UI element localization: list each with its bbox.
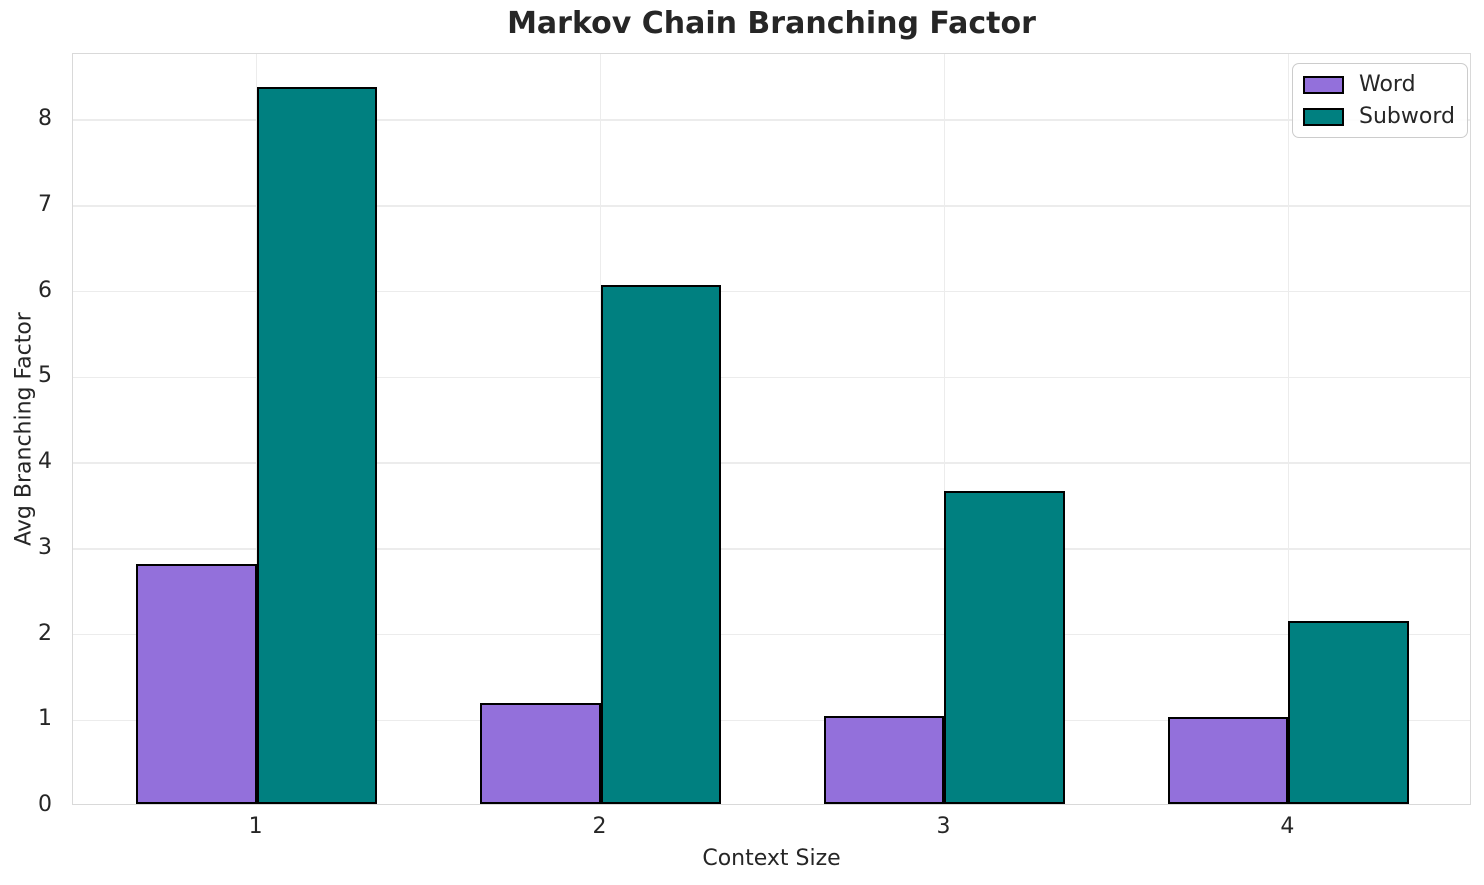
plot-area: [72, 53, 1471, 805]
bar-subword-3: [944, 491, 1065, 804]
legend-label-subword: Subword: [1359, 104, 1455, 129]
x-axis-label: Context Size: [702, 846, 841, 871]
bar-subword-1: [256, 87, 377, 804]
x-tick-label-2: 2: [592, 814, 607, 839]
bar-word-3: [824, 715, 945, 804]
y-tick-label-1: 1: [38, 706, 52, 732]
x-tick-label-1: 1: [248, 814, 263, 839]
x-tick-label-4: 4: [1280, 814, 1295, 839]
bar-subword-4: [1288, 621, 1409, 804]
gridline-y-7: [73, 205, 1470, 207]
y-tick-label-7: 7: [38, 191, 52, 217]
y-tick-label-8: 8: [38, 106, 52, 132]
bar-word-1: [136, 563, 257, 804]
gridline-y-8: [73, 119, 1470, 121]
chart-title: Markov Chain Branching Factor: [507, 6, 1036, 41]
y-tick-label-4: 4: [38, 449, 52, 474]
y-tick-label-0: 0: [38, 792, 52, 817]
x-tick-label-3: 3: [936, 814, 951, 839]
y-axis-ticks: 0 1 2 3 4 5 6 7 8: [0, 53, 62, 817]
y-tick-label-3: 3: [38, 534, 52, 560]
legend-label-word: Word: [1359, 72, 1416, 97]
gridline-y-2: [73, 633, 1470, 636]
gridline-y-6: [73, 290, 1470, 293]
legend-item-word: Word: [1303, 72, 1455, 97]
bar-subword-2: [600, 285, 721, 804]
legend-swatch-subword: [1303, 107, 1344, 126]
gridline-y-5: [73, 376, 1470, 379]
bar-word-4: [1167, 717, 1289, 804]
x-axis-ticks: 1 2 3 4: [72, 812, 1471, 842]
y-tick-label-6: 6: [38, 277, 52, 303]
gridline-y-4: [73, 462, 1470, 464]
legend: Word Subword: [1292, 63, 1468, 138]
y-tick-label-5: 5: [38, 363, 52, 389]
gridline-y-1: [73, 719, 1470, 721]
legend-swatch-word: [1303, 75, 1344, 94]
gridline-y-3: [73, 548, 1470, 550]
bar-word-2: [480, 702, 601, 804]
y-tick-label-2: 2: [38, 620, 52, 646]
gridline-x-4: [1287, 54, 1290, 804]
legend-item-subword: Subword: [1303, 104, 1455, 129]
gridline-x-3: [943, 54, 946, 804]
